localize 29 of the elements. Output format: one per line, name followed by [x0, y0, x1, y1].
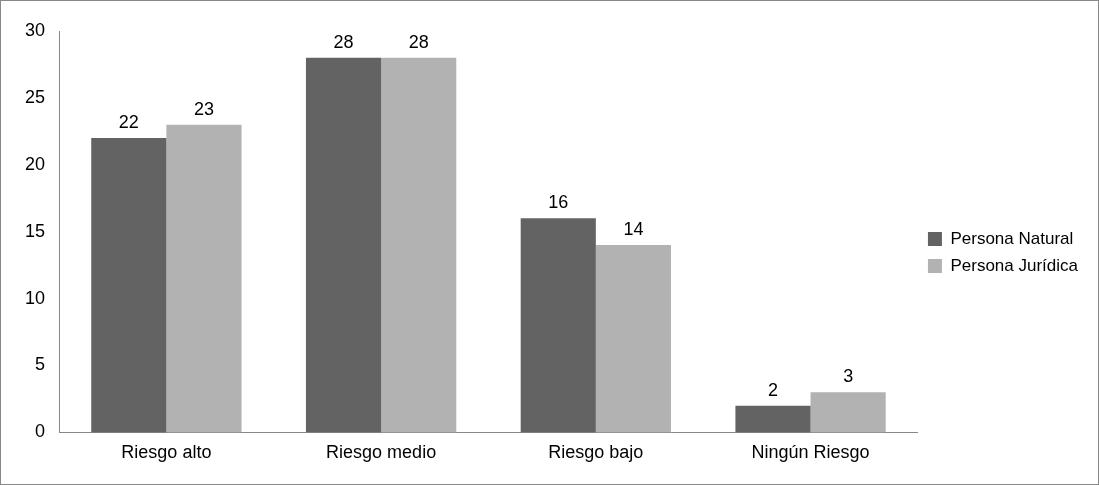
x-tick-label: Riesgo bajo: [548, 442, 644, 463]
bar: [735, 405, 811, 433]
y-tick-label: 15: [24, 220, 46, 241]
data-label: 14: [623, 219, 644, 240]
bar: [520, 218, 596, 433]
y-tick-label: 30: [24, 19, 46, 40]
legend-label: Persona Natural: [950, 228, 1074, 248]
y-tick-label: 10: [24, 287, 46, 308]
legend-label: Persona Jurídica: [950, 255, 1079, 275]
data-label: 2: [767, 379, 778, 400]
y-tick-label: 5: [35, 354, 46, 375]
bar: [381, 57, 457, 433]
x-tick-label: Riesgo medio: [326, 442, 437, 463]
data-label: 28: [333, 31, 354, 52]
y-tick-label: 0: [35, 421, 46, 442]
y-tick-label: 20: [24, 153, 46, 174]
bar: [305, 57, 382, 433]
bar: [91, 138, 167, 433]
data-label: 3: [843, 366, 854, 387]
bar: [810, 392, 886, 433]
x-tick-label: Ningún Riesgo: [751, 442, 870, 463]
bar: [595, 245, 671, 433]
bar: [166, 124, 242, 433]
y-tick-label: 25: [24, 86, 46, 107]
data-label: 28: [408, 31, 429, 52]
data-label: 22: [118, 112, 139, 133]
x-tick-label: Riesgo alto: [121, 442, 212, 463]
data-label: 16: [548, 192, 569, 213]
data-label: 23: [193, 98, 214, 119]
